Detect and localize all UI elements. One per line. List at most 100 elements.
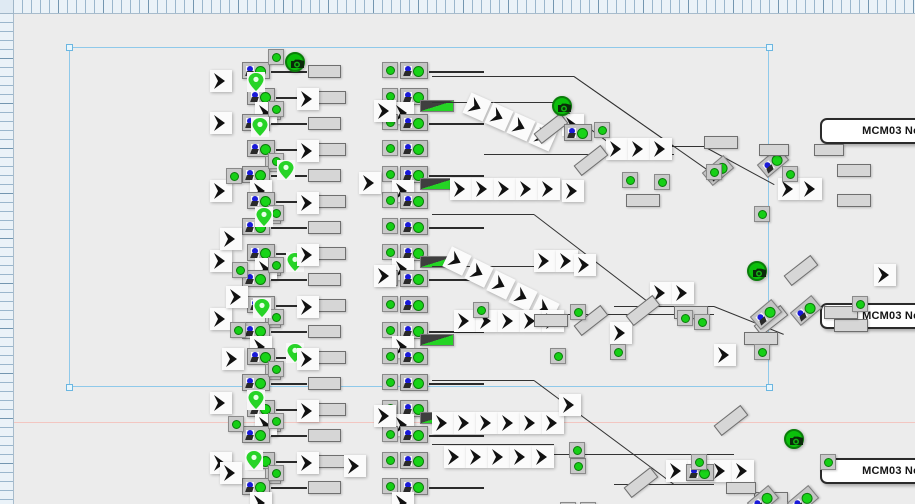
chevron-right-icon[interactable]: [610, 322, 632, 344]
chevron-right-icon[interactable]: [710, 460, 732, 482]
chevron-right-icon[interactable]: [530, 294, 560, 324]
chevron-right-icon[interactable]: [297, 88, 319, 110]
selection-handle[interactable]: [66, 384, 73, 391]
track-segment[interactable]: [429, 123, 484, 125]
chevron-right-icon[interactable]: [714, 344, 736, 366]
chevron-right-icon[interactable]: [297, 140, 319, 162]
green-status-dot[interactable]: [232, 262, 248, 278]
signal-gradient-indicator[interactable]: [420, 334, 454, 346]
chevron-right-icon[interactable]: [432, 412, 454, 434]
selection-handle[interactable]: [766, 384, 773, 391]
chevron-right-icon[interactable]: [222, 348, 244, 370]
chevron-right-icon[interactable]: [538, 178, 560, 200]
signal-point-pair[interactable]: [242, 426, 270, 443]
chevron-right-icon[interactable]: [464, 258, 494, 288]
chevron-right-icon[interactable]: [666, 460, 688, 482]
green-status-dot[interactable]: [594, 122, 610, 138]
signal-gradient-indicator[interactable]: [420, 178, 454, 190]
chevron-right-icon[interactable]: [606, 138, 628, 160]
signal-point-pair[interactable]: [400, 348, 428, 365]
chevron-right-icon[interactable]: [534, 250, 556, 272]
camera-icon[interactable]: [747, 261, 767, 281]
green-status-dot[interactable]: [382, 348, 398, 364]
signal-point-pair[interactable]: [400, 192, 428, 209]
chevron-right-icon[interactable]: [210, 308, 232, 330]
green-status-dot[interactable]: [228, 416, 244, 432]
signal-point-pair[interactable]: [247, 348, 275, 365]
chevron-right-icon[interactable]: [220, 462, 242, 484]
signal-point-pair[interactable]: [400, 62, 428, 79]
diagram-canvas[interactable]: MCM03 No MCM03 No MCM03 No: [14, 14, 915, 504]
map-pin-icon[interactable]: [245, 450, 263, 470]
green-status-dot[interactable]: [382, 452, 398, 468]
signal-point-pair[interactable]: [247, 192, 275, 209]
signal-point-pair[interactable]: [242, 270, 270, 287]
track-block[interactable]: [308, 221, 341, 234]
green-status-dot[interactable]: [382, 426, 398, 442]
green-status-dot[interactable]: [268, 257, 284, 273]
track-block[interactable]: [713, 404, 749, 437]
chevron-right-icon[interactable]: [874, 264, 896, 286]
camera-icon[interactable]: [285, 52, 305, 72]
ruler-vertical[interactable]: [0, 13, 14, 504]
track-block[interactable]: [308, 481, 341, 494]
green-status-dot[interactable]: [622, 172, 638, 188]
track-segment[interactable]: [276, 305, 312, 307]
map-pin-icon[interactable]: [247, 390, 265, 410]
chevron-right-icon[interactable]: [297, 348, 319, 370]
chevron-right-icon[interactable]: [297, 452, 319, 474]
signal-point-pair[interactable]: [400, 218, 428, 235]
chevron-right-icon[interactable]: [498, 310, 520, 332]
selection-handle[interactable]: [66, 44, 73, 51]
chevron-right-icon[interactable]: [488, 446, 510, 468]
signal-point-pair[interactable]: [400, 478, 428, 495]
track-segment[interactable]: [271, 227, 307, 229]
signal-point-pair[interactable]: [786, 484, 820, 504]
green-status-dot[interactable]: [694, 314, 710, 330]
green-status-dot[interactable]: [268, 101, 284, 117]
chevron-right-icon[interactable]: [800, 178, 822, 200]
chevron-right-icon[interactable]: [472, 178, 494, 200]
green-status-dot[interactable]: [268, 361, 284, 377]
signal-point-pair[interactable]: [242, 374, 270, 391]
track-block[interactable]: [623, 466, 659, 499]
signal-point-pair[interactable]: [400, 140, 428, 157]
chevron-right-icon[interactable]: [444, 446, 466, 468]
chevron-right-icon[interactable]: [450, 178, 472, 200]
chevron-right-icon[interactable]: [454, 310, 476, 332]
chevron-right-icon[interactable]: [454, 412, 476, 434]
chevron-right-icon[interactable]: [344, 455, 366, 477]
signal-point-pair[interactable]: [400, 426, 428, 443]
chevron-right-icon[interactable]: [220, 228, 242, 250]
chevron-right-icon[interactable]: [462, 92, 492, 122]
track-segment[interactable]: [484, 454, 734, 455]
green-status-dot[interactable]: [382, 296, 398, 312]
track-segment[interactable]: [276, 201, 312, 203]
camera-icon[interactable]: [784, 429, 804, 449]
chevron-right-icon[interactable]: [542, 412, 564, 434]
track-segment[interactable]: [271, 279, 307, 281]
signal-point-pair[interactable]: [400, 270, 428, 287]
green-status-dot[interactable]: [782, 166, 798, 182]
chevron-right-icon[interactable]: [476, 412, 498, 434]
track-segment[interactable]: [432, 214, 534, 215]
track-segment[interactable]: [429, 227, 484, 229]
map-pin-icon[interactable]: [251, 117, 269, 137]
chevron-right-icon[interactable]: [466, 446, 488, 468]
green-status-dot[interactable]: [382, 140, 398, 156]
green-status-dot[interactable]: [654, 174, 670, 190]
chevron-right-icon[interactable]: [484, 102, 514, 132]
signal-point-pair[interactable]: [400, 374, 428, 391]
track-segment[interactable]: [429, 331, 484, 333]
chevron-right-icon[interactable]: [732, 460, 754, 482]
green-status-dot[interactable]: [382, 62, 398, 78]
chevron-right-icon[interactable]: [297, 296, 319, 318]
track-segment[interactable]: [276, 149, 312, 151]
track-segment[interactable]: [271, 71, 307, 73]
ruler-corner[interactable]: [0, 0, 14, 14]
signal-point-pair[interactable]: [789, 294, 823, 327]
green-status-dot[interactable]: [226, 168, 242, 184]
signal-point-pair[interactable]: [564, 124, 592, 141]
chevron-right-icon[interactable]: [486, 270, 516, 300]
callout-label-1[interactable]: MCM03 No: [820, 118, 915, 144]
